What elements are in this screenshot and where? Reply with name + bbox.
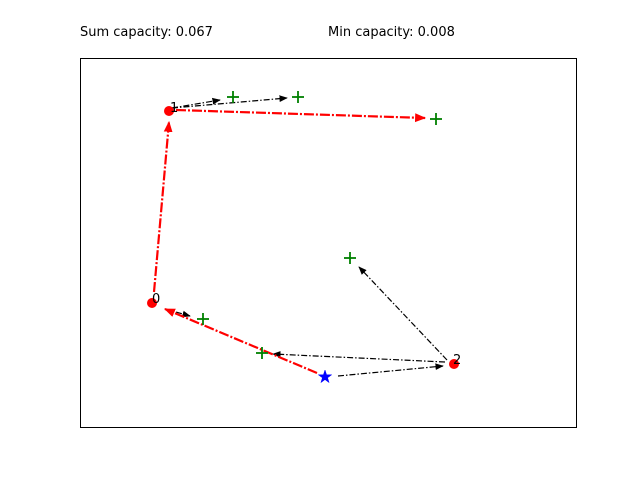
sum-capacity-text: Sum capacity: 0.067 [80,25,213,40]
node-1 [164,106,174,116]
path-source-to-0 [163,307,318,375]
link-2-to-target-d [272,350,446,363]
blue-star-source-icon [317,369,333,384]
green-plus-target-icon [430,113,442,125]
link-1-to-target-a [171,97,221,109]
link-1-to-target-b [171,95,288,109]
node-0-label: 0 [152,292,160,307]
node-2 [449,359,459,369]
green-plus-target-icon [344,252,356,264]
node-2-label: 2 [453,353,461,368]
plot-frame [80,58,577,428]
node-1-label: 1 [170,101,178,116]
green-plus-target-icon [197,313,209,325]
min-capacity-text: Min capacity: 0.008 [328,25,455,40]
link-2-to-target-e [358,266,448,361]
green-plus-target-icon [292,91,304,103]
path-1-to-target-f [175,108,427,123]
green-plus-target-icon [227,91,239,103]
link-source-to-2 [337,363,444,377]
green-plus-target-icon [256,347,268,359]
node-0 [147,298,157,308]
path-0-to-1 [152,120,173,293]
